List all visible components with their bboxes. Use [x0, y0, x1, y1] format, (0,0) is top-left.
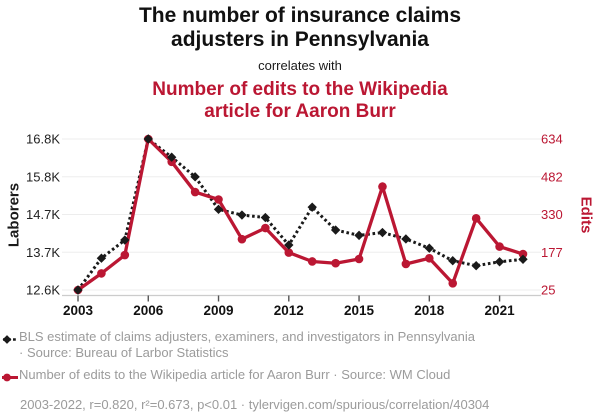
chart-header: The number of insurance claims adjusters… — [0, 0, 600, 124]
left-axis-title: Laborers — [5, 182, 23, 248]
svg-text:25: 25 — [541, 283, 555, 298]
svg-text:15.8K: 15.8K — [26, 169, 60, 184]
title-variable-1: The number of insurance claims adjusters… — [138, 4, 462, 51]
title-variable-2: Number of edits to the Wikipedia article… — [152, 79, 448, 123]
footer-stats: 2003-2022, r=0.820, r²=0.673, p<0.01 · t… — [20, 397, 490, 412]
svg-text:13.7K: 13.7K — [26, 245, 60, 260]
legend-laborers-line2: · Source: Bureau of Larbor Statistics — [19, 344, 229, 360]
series-laborers-markers — [73, 134, 528, 295]
x-axis: 2003 2006 2009 2012 2015 2018 2021 — [62, 294, 541, 318]
series-edits-line — [77, 137, 524, 292]
legend-edits-line1: Number of edits to the Wikipedia article… — [19, 367, 451, 382]
svg-text:14.7K: 14.7K — [26, 207, 60, 222]
svg-text:2006: 2006 — [133, 303, 164, 318]
right-tick-labels: 25 177 330 482 634 — [541, 132, 563, 298]
legend-item-edits-text: Number of edits to the Wikipedia article… — [19, 367, 450, 383]
left-tick-labels: 12.6K 13.7K 14.7K 15.8K 16.8K — [26, 132, 60, 298]
right-axis-title: Edits — [577, 196, 595, 234]
chart-plot-area: 12.6K 13.7K 14.7K 15.8K 16.8K 25 177 330 482 634 2… — [0, 125, 600, 320]
svg-text:177: 177 — [541, 245, 563, 260]
svg-text:2018: 2018 — [414, 303, 445, 318]
svg-text:12.6K: 12.6K — [26, 283, 60, 298]
legend-item-edits: Number of edits to the Wikipedia article… — [2, 367, 594, 388]
black-diamond-dashed-line-icon — [2, 332, 19, 350]
legend-item-laborers-text: BLS estimate of claims adjusters, examin… — [19, 329, 475, 360]
red-circle-solid-line-icon — [2, 370, 19, 388]
series-edits-markers — [73, 134, 528, 295]
svg-text:2021: 2021 — [485, 303, 516, 318]
svg-text:2012: 2012 — [274, 303, 304, 318]
svg-text:2009: 2009 — [204, 303, 234, 318]
legend-laborers-line1: BLS estimate of claims adjusters, examin… — [19, 329, 475, 344]
svg-text:330: 330 — [541, 207, 563, 222]
svg-text:482: 482 — [541, 169, 563, 184]
svg-text:2003: 2003 — [63, 303, 94, 318]
svg-text:634: 634 — [541, 132, 563, 147]
legend-item-laborers: BLS estimate of claims adjusters, examin… — [2, 329, 594, 360]
title-connector: correlates with — [258, 58, 342, 74]
chart-svg: 12.6K13.7K14.7K15.8K16.8K251773304826342… — [26, 132, 563, 319]
svg-text:16.8K: 16.8K — [26, 132, 60, 147]
legend: BLS estimate of claims adjusters, examin… — [2, 329, 594, 412]
svg-text:2015: 2015 — [344, 303, 375, 318]
series-laborers-line — [76, 136, 524, 291]
